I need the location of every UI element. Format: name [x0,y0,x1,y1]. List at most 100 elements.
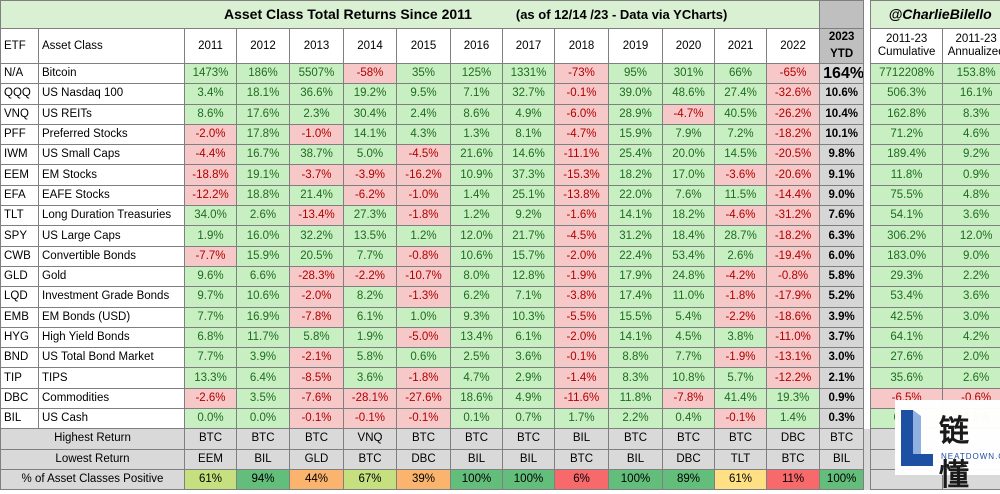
summary-cell: TLT [715,449,767,469]
return-cell: 2.4% [397,104,451,124]
etf-ticker: HYG [1,327,39,347]
cumulative-cell: 64.1% [871,327,943,347]
return-cell: 25.1% [503,185,555,205]
return-cell: 7.7% [185,307,237,327]
return-cell: 7.1% [451,84,503,104]
ytd-return-cell: 6.0% [820,246,864,266]
return-cell: -65% [767,64,820,84]
title-bar: Asset Class Total Returns Since 2011 (as… [1,1,820,29]
column-gap [864,409,871,429]
return-cell: 125% [451,64,503,84]
return-cell: 41.4% [715,388,767,408]
return-cell: 28.9% [609,104,663,124]
column-gap [864,469,871,489]
return-cell: 32.2% [290,226,344,246]
page-title: Asset Class Total Returns Since 2011 [224,6,472,22]
return-cell: -3.7% [290,165,344,185]
return-cell: 3.6% [503,348,555,368]
cumulative-cell: 183.0% [871,246,943,266]
ytd-return-cell: 3.9% [820,307,864,327]
return-cell: 21.7% [503,226,555,246]
return-cell: 186% [237,64,290,84]
return-cell: 11.8% [609,388,663,408]
return-cell: 18.4% [663,226,715,246]
return-cell: 13.3% [185,368,237,388]
etf-ticker: VNQ [1,104,39,124]
return-cell: -11.1% [555,145,609,165]
return-cell: -19.4% [767,246,820,266]
return-cell: 2.9% [503,368,555,388]
return-cell: -4.5% [555,226,609,246]
return-cell: -0.8% [767,266,820,286]
return-cell: -4.2% [715,266,767,286]
return-cell: 8.6% [185,104,237,124]
return-cell: 8.0% [451,266,503,286]
return-cell: -17.9% [767,287,820,307]
summary-cell: BTC [663,429,715,449]
summary-cell: 11% [767,469,820,489]
return-cell: 0.0% [237,409,290,429]
return-cell: -1.8% [397,206,451,226]
return-cell: 5507% [290,64,344,84]
ytd-return-cell: 7.6% [820,206,864,226]
return-cell: -4.6% [715,206,767,226]
column-gap [864,84,871,104]
annualized-cell: 2.2% [943,266,1000,286]
column-gap [864,124,871,144]
summary-cell: BIL [820,449,864,469]
return-cell: 21.4% [290,185,344,205]
annualized-cell: 8.3% [943,104,1000,124]
summary-cell: 89% [663,469,715,489]
return-cell: 10.6% [237,287,290,307]
summary-label: Lowest Return [1,449,185,469]
return-cell: -7.8% [663,388,715,408]
annualized-cell: 12.0% [943,226,1000,246]
year-header: 2017 [503,29,555,64]
annualized-cell: 9.2% [943,145,1000,165]
ytd-return-cell: 9.1% [820,165,864,185]
return-cell: -0.1% [344,409,397,429]
return-cell: -5.0% [397,327,451,347]
cumulative-cell: 54.1% [871,206,943,226]
asset-class-name: US Nasdaq 100 [39,84,185,104]
return-cell: 1.0% [397,307,451,327]
return-cell: 3.4% [185,84,237,104]
ytd-year: 2023 [823,29,860,46]
return-cell: 0.4% [663,409,715,429]
return-cell: 18.8% [237,185,290,205]
return-cell: 2.3% [290,104,344,124]
summary-cell: BTC [290,429,344,449]
return-cell: 1.3% [451,124,503,144]
cumulative-cell: 7712208% [871,64,943,84]
ytd-return-cell: 10.1% [820,124,864,144]
return-cell: 95% [609,64,663,84]
ytd-return-cell: 5.2% [820,287,864,307]
asset-class-name: EM Bonds (USD) [39,307,185,327]
summary-cell: BTC [767,449,820,469]
return-cell: 17.8% [237,124,290,144]
etf-ticker: CWB [1,246,39,266]
return-cell: 10.6% [451,246,503,266]
column-gap [864,307,871,327]
watermark-text: 链懂 [939,406,1000,494]
return-cell: 10.8% [663,368,715,388]
return-cell: -58% [344,64,397,84]
return-cell: 7.6% [663,185,715,205]
return-cell: 16.9% [237,307,290,327]
cumulative-range: 2011-23 [874,33,939,46]
return-cell: -2.2% [715,307,767,327]
return-cell: -8.5% [290,368,344,388]
return-cell: 4.9% [503,104,555,124]
return-cell: -12.2% [185,185,237,205]
return-cell: 6.4% [237,368,290,388]
return-cell: 1.2% [451,206,503,226]
return-cell: -18.6% [767,307,820,327]
return-cell: 4.9% [503,388,555,408]
cumulative-cell: 506.3% [871,84,943,104]
